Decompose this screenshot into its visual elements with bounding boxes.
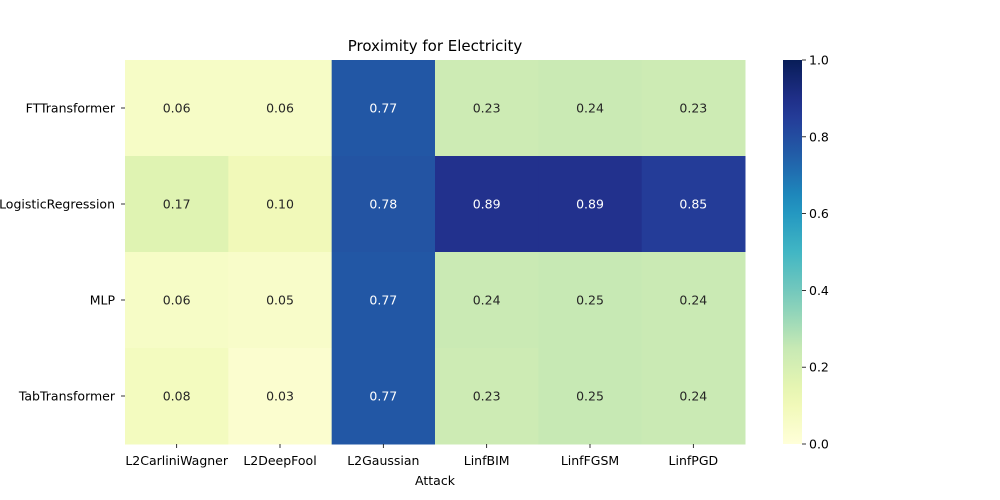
cell-value-label: 0.85	[679, 197, 707, 212]
heatmap-cell	[125, 252, 229, 349]
x-tick-label: L2CarliniWagner	[125, 453, 229, 468]
heatmap-cell	[125, 156, 229, 253]
x-tick-label: L2Gaussian	[347, 453, 419, 468]
x-tick-label: LinfFGSM	[561, 453, 619, 468]
colorbar-tick-label: 0.6	[809, 206, 829, 221]
cell-value-label: 0.25	[576, 389, 604, 404]
colorbar-gradient	[783, 60, 802, 444]
heatmap-cell	[435, 156, 539, 253]
cell-value-label: 0.23	[473, 389, 501, 404]
heatmap-cell	[435, 60, 539, 157]
colorbar-tick-label: 0.0	[809, 437, 829, 452]
cell-value-label: 0.24	[576, 101, 604, 116]
x-axis-ticks: L2CarliniWagner L2DeepFool L2Gaussian LinfB…	[125, 444, 718, 468]
cell-value-label: 0.06	[163, 101, 191, 116]
x-tick-label: LinfBIM	[464, 453, 510, 468]
heatmap-cell	[228, 60, 333, 157]
cell-value-label: 0.10	[266, 197, 294, 212]
cell-value-label: 0.17	[163, 197, 191, 212]
heatmap-cells: 0.06 0.06 0.77 0.23 0.24 0.23 0.17 0.10 0.78 0.89…	[125, 60, 746, 445]
heatmap-cell	[538, 252, 643, 349]
cell-value-label: 0.08	[163, 389, 191, 404]
cell-value-label: 0.78	[369, 197, 397, 212]
heatmap-cell	[228, 348, 333, 445]
heatmap-cell	[435, 252, 539, 349]
heatmap-cell	[228, 156, 333, 253]
heatmap-cell	[641, 156, 746, 253]
heatmap-cell	[331, 348, 436, 445]
heatmap-cell	[538, 348, 643, 445]
cell-value-label: 0.06	[266, 101, 294, 116]
colorbar-tick-label: 0.8	[809, 129, 829, 144]
cell-value-label: 0.06	[163, 293, 191, 308]
cell-value-label: 0.77	[369, 293, 397, 308]
cell-value-label: 0.23	[679, 101, 707, 116]
heatmap-cell	[641, 348, 746, 445]
cell-value-label: 0.89	[576, 197, 604, 212]
heatmap-cell	[125, 348, 229, 445]
y-axis-ticks: FTTransformer LogisticRegression MLP TabTra…	[0, 101, 125, 404]
y-tick-label: TabTransformer	[18, 389, 116, 404]
cell-value-label: 0.25	[576, 293, 604, 308]
chart-title: Proximity for Electricity	[348, 37, 523, 55]
heatmap-cell	[331, 60, 436, 157]
heatmap-cell	[538, 156, 643, 253]
colorbar-tick-label: 0.2	[809, 360, 829, 375]
colorbar-tick-label: 0.4	[809, 283, 829, 298]
heatmap-cell	[538, 60, 643, 157]
cell-value-label: 0.23	[473, 101, 501, 116]
x-tick-label: L2DeepFool	[243, 453, 316, 468]
heatmap-cell	[435, 348, 539, 445]
colorbar-tick-label: 1.0	[809, 53, 829, 68]
heatmap-cell	[331, 156, 436, 253]
colorbar: 0.0 0.2 0.4 0.6 0.8 1.0	[783, 53, 829, 452]
cell-value-label: 0.77	[369, 101, 397, 116]
x-axis-title: Attack	[415, 473, 456, 488]
heatmap-cell	[641, 60, 746, 157]
cell-value-label: 0.89	[473, 197, 501, 212]
cell-value-label: 0.77	[369, 389, 397, 404]
heatmap-cell	[228, 252, 333, 349]
y-tick-label: LogisticRegression	[0, 197, 115, 212]
heatmap-cell	[641, 252, 746, 349]
x-tick-label: LinfPGD	[669, 453, 719, 468]
heatmap-cell	[125, 60, 229, 157]
cell-value-label: 0.05	[266, 293, 294, 308]
y-tick-label: FTTransformer	[26, 101, 116, 116]
cell-value-label: 0.24	[679, 389, 707, 404]
cell-value-label: 0.24	[473, 293, 501, 308]
heatmap-cell	[331, 252, 436, 349]
cell-value-label: 0.03	[266, 389, 294, 404]
y-tick-label: MLP	[90, 293, 116, 308]
cell-value-label: 0.24	[679, 293, 707, 308]
